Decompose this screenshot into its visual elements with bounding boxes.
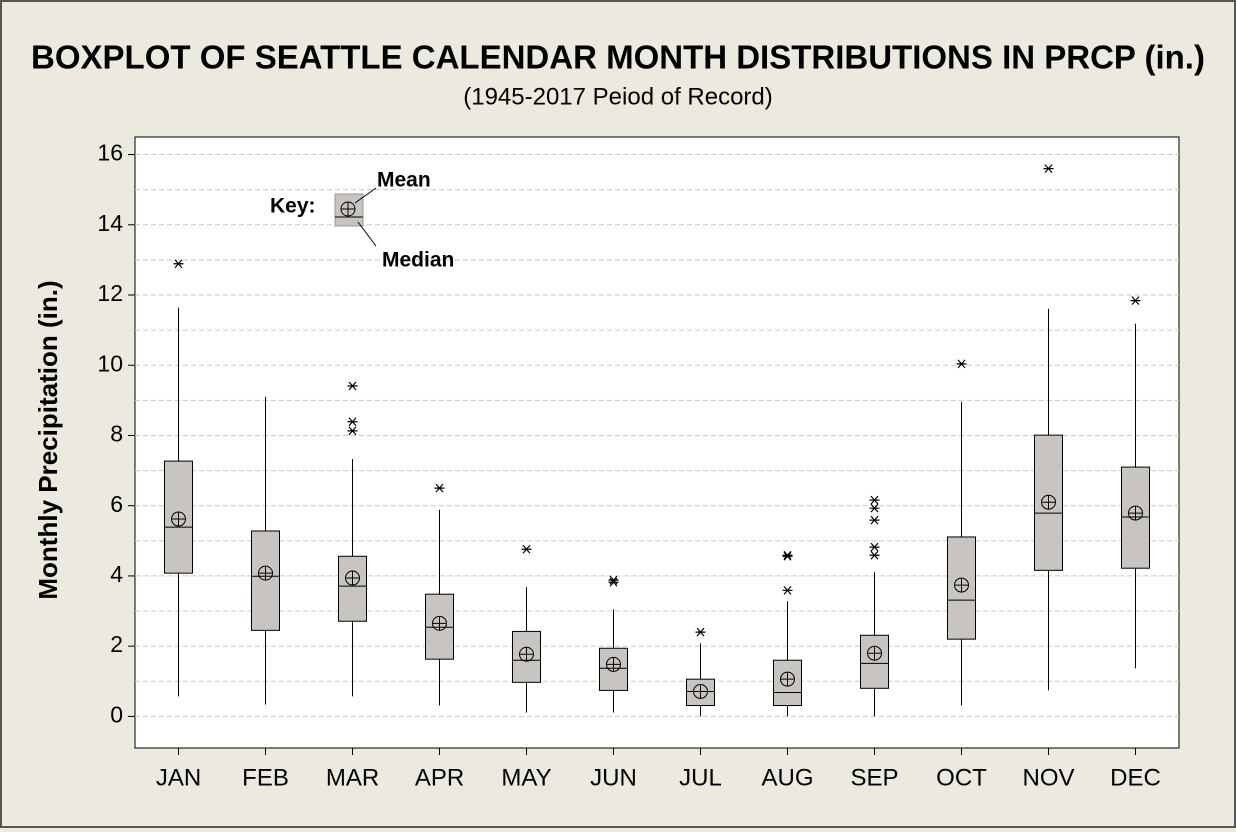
mean-marker <box>432 615 447 631</box>
x-tick-label: DEC <box>1110 764 1161 791</box>
mean-cross <box>1128 506 1143 521</box>
y-tick-label: 16 <box>97 140 123 166</box>
key-box <box>334 193 364 227</box>
x-tick-label: AUG <box>761 764 813 791</box>
key-label: Key: <box>270 195 316 218</box>
outlier <box>869 515 880 525</box>
key-median-label: Median <box>382 249 454 272</box>
outlier <box>173 259 184 269</box>
box <box>338 555 367 622</box>
y-tick-label: 6 <box>110 491 123 517</box>
mean-marker <box>171 511 186 527</box>
mean-cross <box>519 647 534 662</box>
outlier <box>608 577 619 587</box>
outlier <box>347 417 358 427</box>
mean-cross <box>954 578 969 593</box>
mean-marker <box>954 577 969 593</box>
mean-marker <box>693 683 708 699</box>
y-axis-label: Monthly Precipitation (in.) <box>33 280 63 599</box>
mean-cross <box>606 657 621 672</box>
mean-cross <box>345 571 360 586</box>
mean-cross <box>1041 495 1056 510</box>
plot-area <box>134 136 1180 749</box>
x-tick-label: NOV <box>1022 764 1074 791</box>
mean-cross <box>258 566 273 581</box>
y-tick-label: 8 <box>110 421 123 447</box>
outlier <box>869 550 880 560</box>
x-tick-label: OCT <box>936 764 987 791</box>
outlier <box>869 503 880 513</box>
key-mean-label: Mean <box>377 169 431 192</box>
y-tick-label: 4 <box>110 561 123 587</box>
outlier <box>434 483 445 493</box>
x-tick-label: JAN <box>156 764 201 791</box>
x-tick-label: MAY <box>501 764 551 791</box>
mean-cross <box>693 684 708 699</box>
mean-cross <box>432 616 447 631</box>
outlier <box>695 627 706 637</box>
outlier <box>869 495 880 505</box>
mean-marker <box>258 565 273 581</box>
box <box>1121 466 1150 569</box>
y-tick-label: 2 <box>110 631 123 657</box>
outlier <box>521 544 532 554</box>
key: Key: Mean Median <box>270 169 454 272</box>
mean-marker <box>1041 494 1056 510</box>
mean-cross <box>780 672 795 687</box>
y-tick-label: 0 <box>110 701 123 727</box>
key-mean-cross <box>341 202 355 216</box>
box <box>251 530 280 631</box>
outlier <box>347 426 358 436</box>
mean-marker <box>780 671 795 687</box>
x-tick-label: JUL <box>679 764 722 791</box>
mean-marker <box>345 570 360 586</box>
y-tick-label: 10 <box>97 350 123 376</box>
outlier <box>347 381 358 391</box>
mean-marker <box>606 656 621 672</box>
box <box>860 634 889 689</box>
outlier <box>782 551 793 561</box>
outlier <box>956 359 967 369</box>
chart-title: BOXPLOT OF SEATTLE CALENDAR MONTH DISTRI… <box>31 39 1205 76</box>
x-tick-label: APR <box>415 764 464 791</box>
mean-cross <box>867 646 882 661</box>
mean-marker <box>1128 505 1143 521</box>
key-leader <box>357 221 377 247</box>
key-leader <box>354 187 377 204</box>
outlier <box>782 585 793 595</box>
outlier <box>869 542 880 552</box>
outlier <box>782 550 793 560</box>
x-tick-label: MAR <box>326 764 379 791</box>
outlier <box>1043 164 1054 173</box>
y-tick-label: 14 <box>97 210 123 236</box>
chart-subtitle: (1945-2017 Peiod of Record) <box>463 83 773 110</box>
mean-cross <box>171 512 186 527</box>
box <box>947 536 976 640</box>
x-tick-label: SEP <box>850 764 898 791</box>
x-tick-label: FEB <box>242 764 289 791</box>
x-tick-label: JUN <box>590 764 637 791</box>
box <box>773 659 802 707</box>
y-tick-label: 12 <box>97 280 123 306</box>
outlier <box>1130 296 1141 306</box>
mean-marker <box>867 645 882 661</box>
mean-marker <box>519 646 534 662</box>
